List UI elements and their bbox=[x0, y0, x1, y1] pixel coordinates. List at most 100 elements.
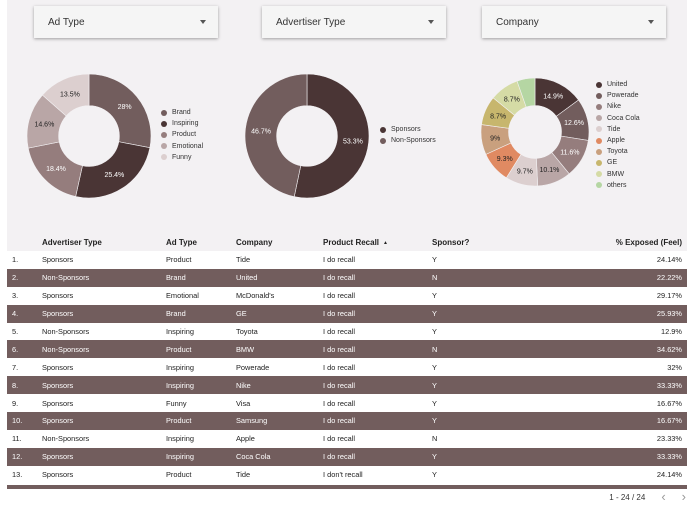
table-row[interactable]: 6. Non-Sponsors Product BMW I do recall N 34.6… bbox=[7, 340, 687, 359]
slice-others[interactable] bbox=[516, 77, 536, 108]
legend-dot-icon bbox=[596, 137, 602, 144]
slice-sponsors[interactable] bbox=[293, 73, 370, 199]
header-exposed-feel[interactable]: % Exposed (Feel) bbox=[615, 237, 682, 247]
slice-non-sponsors[interactable] bbox=[244, 73, 308, 198]
table-header-row: Advertiser Type Ad Type Company Product … bbox=[7, 233, 687, 251]
legend-item-emotional[interactable]: Emotional bbox=[161, 141, 203, 152]
legend-item-sponsors[interactable]: Sponsors bbox=[380, 124, 436, 135]
pagination-range: 1 - 24 / 24 bbox=[609, 492, 646, 502]
slice-label-non-sponsors: 46.7% bbox=[251, 129, 271, 136]
legend-label: Inspiring bbox=[172, 120, 199, 128]
next-page-icon[interactable]: › bbox=[681, 489, 686, 504]
chevron-down-icon bbox=[648, 20, 654, 24]
legend-item-powerade[interactable]: Powerade bbox=[596, 90, 640, 101]
legend-label: Emotional bbox=[172, 142, 204, 150]
advertiser-type-cell: Sponsors bbox=[42, 470, 74, 480]
row-index: 1. bbox=[12, 255, 19, 265]
ad-type-cell: Brand bbox=[166, 309, 186, 319]
ad-type-filter[interactable]: Ad Type bbox=[34, 6, 218, 38]
legend-item-non-sponsors[interactable]: Non-Sponsors bbox=[380, 135, 436, 146]
slice-inspiring[interactable] bbox=[75, 141, 151, 199]
advertiser-type-cell: Sponsors bbox=[42, 452, 74, 462]
legend-item-nike[interactable]: Nike bbox=[596, 101, 640, 112]
product-recall-cell: I do recall bbox=[323, 273, 356, 283]
slice-brand[interactable] bbox=[88, 73, 152, 149]
advertiser-type-cell: Sponsors bbox=[42, 309, 74, 319]
legend-item-tide[interactable]: Tide bbox=[596, 124, 640, 135]
table-row[interactable]: 4. Sponsors Brand GE I do recall Y 25.93% bbox=[7, 304, 687, 323]
table-row[interactable]: 13. Sponsors Product Tide I don't recall Y 24.… bbox=[7, 465, 687, 484]
legend-dot-icon bbox=[596, 182, 602, 189]
advertiser-type-filter[interactable]: Advertiser Type bbox=[262, 6, 446, 38]
slice-funny[interactable] bbox=[42, 73, 90, 117]
legend-label: Apple bbox=[607, 137, 625, 145]
product-recall-cell: I do recall bbox=[323, 362, 356, 372]
table-row[interactable]: 3. Sponsors Emotional McDonald's I do recall… bbox=[7, 286, 687, 305]
legend-dot-icon bbox=[161, 154, 167, 161]
company-filter[interactable]: Company bbox=[482, 6, 666, 38]
legend-dot-icon bbox=[161, 120, 167, 127]
prev-page-icon[interactable]: ‹ bbox=[661, 489, 666, 504]
table-row[interactable]: 12. Sponsors Inspiring Coca Cola I do recall… bbox=[7, 447, 687, 466]
advertiser-type-cell: Sponsors bbox=[42, 255, 74, 265]
advertiser-type-cell: Sponsors bbox=[42, 416, 74, 426]
product-recall-cell: I do recall bbox=[323, 416, 356, 426]
ad-type-cell: Product bbox=[166, 416, 192, 426]
company-cell: United bbox=[236, 273, 258, 283]
legend-item-apple[interactable]: Apple bbox=[596, 135, 640, 146]
legend-label: United bbox=[607, 81, 628, 89]
slice-label-tide: 9.7% bbox=[517, 168, 533, 175]
ad-type-cell: Funny bbox=[166, 398, 187, 408]
legend-item-product[interactable]: Product bbox=[161, 129, 203, 140]
header-product-recall[interactable]: Product Recall ▲ bbox=[323, 233, 432, 251]
ad-type-cell: Brand bbox=[166, 273, 186, 283]
product-recall-cell: I do recall bbox=[323, 255, 356, 265]
advertiser-type-filter-label: Advertiser Type bbox=[276, 16, 346, 28]
header-sponsor[interactable]: Sponsor? bbox=[432, 237, 470, 247]
table-row[interactable]: 5. Non-Sponsors Inspiring Toyota I do recall… bbox=[7, 322, 687, 341]
header-company[interactable]: Company bbox=[236, 237, 273, 247]
exposed-feel-cell: 34.62% bbox=[656, 344, 682, 354]
ad-type-legend: Brand Inspiring Product Emotional Funny bbox=[161, 107, 203, 163]
exposed-feel-cell: 29.17% bbox=[656, 291, 682, 301]
ad-type-cell: Inspiring bbox=[166, 452, 194, 462]
table-row[interactable]: 9. Sponsors Funny Visa I do recall Y 16.67% bbox=[7, 394, 687, 413]
table-row[interactable]: 8. Sponsors Inspiring Nike I do recall Y 33.33… bbox=[7, 376, 687, 395]
ad-type-cell: Inspiring bbox=[166, 380, 194, 390]
legend-dot-icon bbox=[596, 148, 602, 155]
legend-dot-icon bbox=[596, 92, 602, 99]
advertiser-type-legend: Sponsors Non-Sponsors bbox=[380, 124, 436, 146]
ad-type-cell: Product bbox=[166, 344, 192, 354]
advertiser-type-donut-chart[interactable]: 53.3% 46.7% bbox=[244, 73, 370, 199]
ad-type-donut-chart[interactable]: 28% 25.4% 18.4% 14.6% 13.5% bbox=[26, 73, 152, 199]
legend-label: GE bbox=[607, 159, 618, 167]
product-recall-cell: I do recall bbox=[323, 309, 356, 319]
company-cell: Coca Cola bbox=[236, 452, 271, 462]
legend-item-ge[interactable]: GE bbox=[596, 157, 640, 168]
table-row[interactable]: 7. Sponsors Inspiring Powerade I do recall Y 3… bbox=[7, 358, 687, 377]
table-row[interactable]: 10. Sponsors Product Samsung I do recall Y 16.… bbox=[7, 412, 687, 430]
chevron-down-icon bbox=[428, 20, 434, 24]
legend-dot-icon bbox=[596, 115, 602, 122]
table-row[interactable]: 1. Sponsors Product Tide I do recall Y 24.14% bbox=[7, 251, 687, 269]
header-ad-type[interactable]: Ad Type bbox=[166, 237, 197, 247]
exposed-feel-cell: 24.14% bbox=[656, 470, 682, 480]
legend-item-bmw[interactable]: BMW bbox=[596, 169, 640, 180]
legend-item-others[interactable]: others bbox=[596, 180, 640, 191]
legend-label: Nike bbox=[607, 103, 622, 111]
table-row[interactable]: 11. Non-Sponsors Inspiring Apple I do recall… bbox=[7, 429, 687, 448]
legend-item-brand[interactable]: Brand bbox=[161, 107, 203, 118]
exposed-feel-cell: 23.33% bbox=[656, 434, 682, 444]
legend-item-toyota[interactable]: Toyota bbox=[596, 146, 640, 157]
header-index bbox=[7, 233, 42, 251]
sponsor-cell: N bbox=[432, 344, 438, 354]
legend-dot-icon bbox=[161, 109, 167, 116]
ad-type-cell: Product bbox=[166, 470, 192, 480]
legend-item-funny[interactable]: Funny bbox=[161, 152, 203, 163]
legend-item-inspiring[interactable]: Inspiring bbox=[161, 118, 203, 129]
legend-item-coca-cola[interactable]: Coca Cola bbox=[596, 113, 640, 124]
table-row[interactable]: 2. Non-Sponsors Brand United I do recall N 22.… bbox=[7, 268, 687, 287]
company-donut-chart[interactable]: 14.9% 12.6% 11.6% 10.1% 9.7% 9.3% 9% 8.7% 8.7% bbox=[480, 77, 590, 187]
legend-item-united[interactable]: United bbox=[596, 79, 640, 90]
header-advertiser-type[interactable]: Advertiser Type bbox=[42, 237, 102, 247]
